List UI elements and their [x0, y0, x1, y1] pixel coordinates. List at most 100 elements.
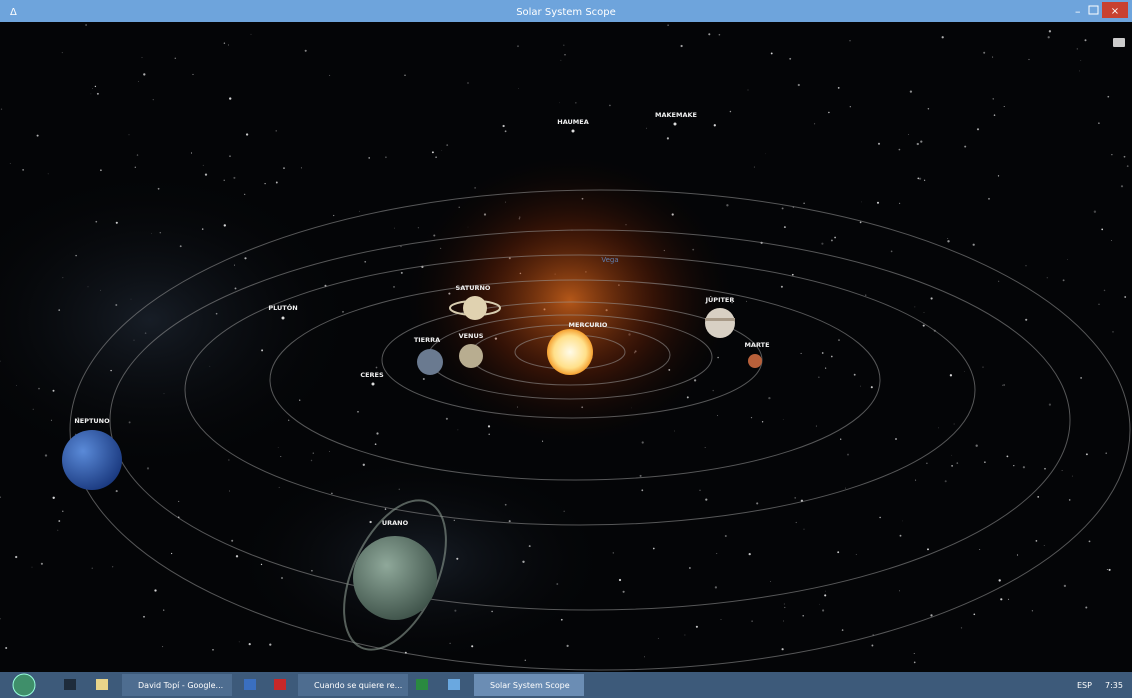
star [281, 577, 283, 579]
star [279, 487, 280, 488]
star [1085, 39, 1087, 41]
pluto[interactable] [282, 317, 285, 320]
star [613, 552, 614, 553]
star [708, 33, 710, 35]
earth[interactable] [417, 349, 443, 375]
star [771, 52, 773, 54]
star [726, 204, 728, 206]
star [142, 57, 143, 58]
body-label[interactable]: NEPTUNO [74, 417, 110, 425]
neptune[interactable] [62, 430, 122, 490]
ceres[interactable] [372, 383, 375, 386]
star [276, 182, 278, 184]
star [751, 417, 752, 418]
star [1111, 154, 1112, 155]
star-label: Vega [601, 256, 618, 264]
body-label[interactable]: JÚPITER [705, 295, 735, 304]
star [163, 609, 164, 610]
star [730, 111, 732, 113]
star [879, 517, 880, 518]
star [1111, 240, 1112, 241]
language-indicator[interactable]: ESP [1077, 681, 1092, 690]
star [748, 90, 749, 91]
star [51, 420, 52, 421]
star [110, 370, 111, 371]
sun[interactable] [547, 329, 593, 375]
star [794, 497, 796, 499]
body-label[interactable]: SATURNO [456, 284, 491, 292]
makemake[interactable] [674, 123, 677, 126]
taskbar-icon[interactable] [448, 679, 460, 690]
body-label[interactable]: TIERRA [414, 336, 440, 344]
mars[interactable] [748, 354, 762, 368]
star [1064, 585, 1066, 587]
star [783, 419, 784, 420]
taskbar-icon[interactable] [96, 679, 108, 690]
star [1124, 156, 1126, 158]
star [91, 94, 92, 95]
star [75, 255, 76, 256]
body-label[interactable]: MARTE [744, 341, 769, 349]
star [998, 281, 999, 282]
star [609, 105, 611, 107]
uranus[interactable] [353, 536, 437, 620]
star [994, 114, 996, 116]
star [224, 180, 225, 181]
star [467, 82, 468, 83]
body-label[interactable]: URANO [382, 519, 409, 527]
star [525, 660, 526, 661]
taskbar-icon[interactable] [64, 679, 76, 690]
star [784, 226, 786, 228]
star [202, 228, 203, 229]
page: HAUMEA MAKEMAKE SATURNO PLUTÓN JÚPITER M… [0, 0, 1132, 698]
star [454, 520, 455, 521]
star [488, 434, 490, 436]
star [781, 286, 783, 288]
minimize-button[interactable]: – [1075, 5, 1081, 18]
star [394, 228, 395, 229]
star [796, 522, 797, 523]
haumea[interactable] [572, 130, 575, 133]
body-label[interactable]: MAKEMAKE [655, 111, 697, 119]
body-label[interactable]: VENUS [459, 332, 484, 340]
body-label[interactable]: MERCURIO [569, 321, 608, 329]
star [180, 245, 182, 247]
star [192, 74, 193, 75]
star [369, 521, 371, 523]
star [1044, 545, 1045, 546]
star [116, 222, 118, 224]
star [684, 635, 685, 636]
star [251, 34, 252, 35]
star [845, 488, 846, 489]
star [1037, 496, 1039, 498]
star [828, 112, 829, 113]
taskbar-icon[interactable] [274, 679, 286, 690]
star [642, 441, 644, 443]
star [993, 98, 994, 99]
star [456, 558, 458, 560]
screenshot-button[interactable] [1113, 38, 1125, 47]
star [145, 332, 147, 334]
venus[interactable] [459, 344, 483, 368]
star [115, 304, 117, 306]
star [717, 415, 718, 416]
star [92, 88, 93, 89]
star [977, 128, 979, 130]
body-label[interactable]: HAUMEA [557, 118, 589, 126]
star [261, 349, 263, 351]
jupiter[interactable] [705, 308, 735, 338]
star [441, 150, 442, 151]
clock[interactable]: 7:35 [1105, 681, 1123, 690]
star [900, 535, 902, 537]
star [276, 130, 277, 131]
taskbar-icon[interactable] [416, 679, 428, 690]
body-label[interactable]: CERES [360, 371, 384, 379]
body-label[interactable]: PLUTÓN [268, 303, 297, 312]
star [1085, 607, 1087, 609]
star [871, 386, 873, 388]
taskbar-icon[interactable] [244, 679, 256, 690]
star [1028, 59, 1029, 60]
start-button[interactable] [13, 674, 35, 696]
star [45, 454, 47, 456]
saturn[interactable] [463, 296, 487, 320]
